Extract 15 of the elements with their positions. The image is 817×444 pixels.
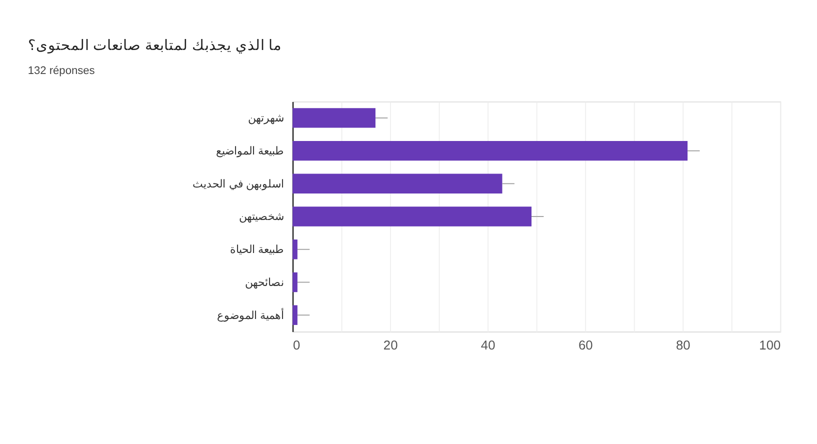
y-tick-label: نصائحهن [244, 276, 284, 289]
x-tick-label: 0 [293, 337, 300, 352]
y-tick-label: شخصيتهن [238, 211, 284, 224]
text: 132 réponses [28, 64, 96, 77]
text: ما الذي يجذبك لمتابعة صانعات المحتوى؟ [28, 38, 282, 54]
y-tick-label: أهمية الموضوع [216, 308, 284, 322]
y-tick-label: اسلوبهن في الحديث [192, 178, 284, 190]
x-tick-label: 60 [578, 337, 593, 352]
y-tick-label: شهرتهن [248, 112, 284, 125]
x-tick-label: 100 [759, 337, 781, 352]
x-tick-label: 40 [480, 337, 496, 352]
x-tick-label: 80 [676, 337, 690, 352]
y-tick-label: طبيعة الحياة [230, 244, 284, 256]
y-tick-label: طبيعة المواضيع [216, 145, 284, 158]
x-tick-label: 20 [383, 337, 398, 352]
